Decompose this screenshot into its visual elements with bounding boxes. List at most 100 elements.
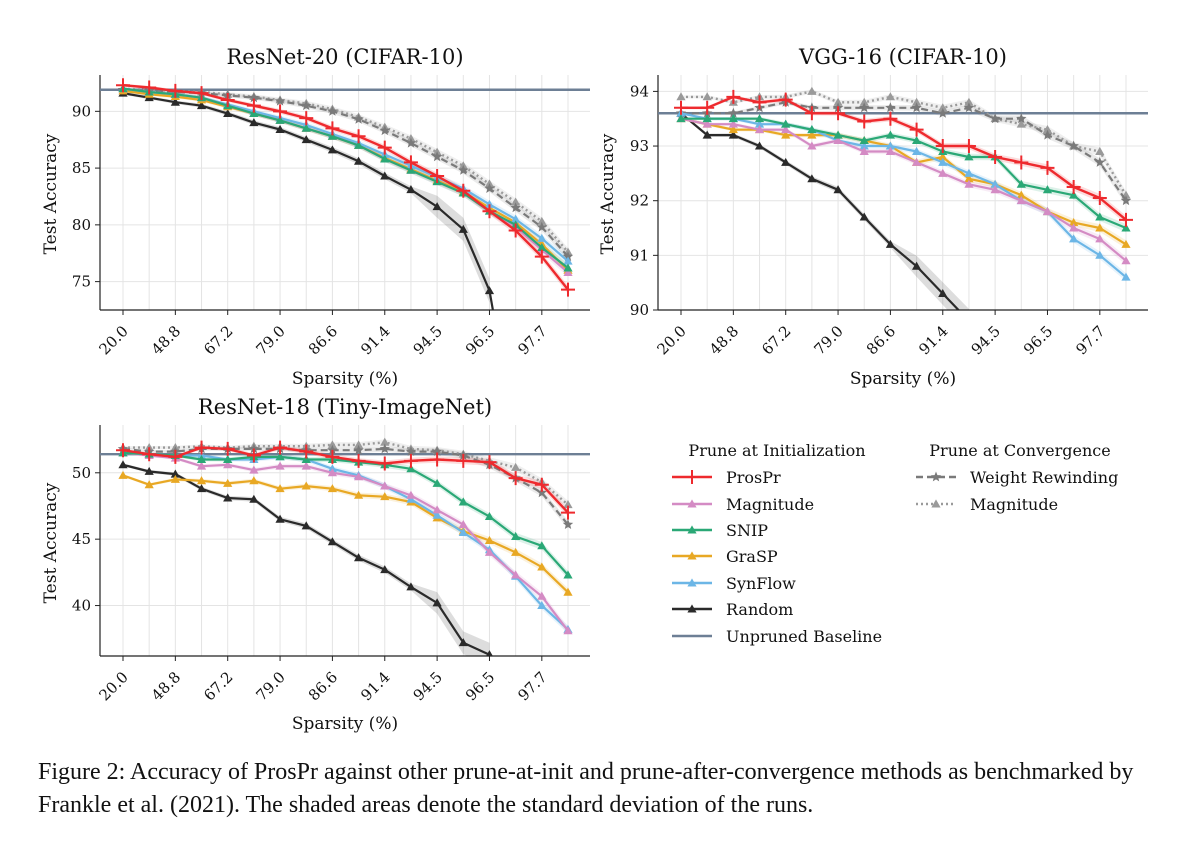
data-point: [325, 449, 340, 464]
data-point: [702, 114, 712, 123]
y-axis-label: Test Accuracy: [41, 133, 61, 254]
data-point: [194, 86, 209, 101]
data-point: [275, 124, 285, 133]
data-point: [807, 141, 817, 150]
data-point: [1040, 160, 1055, 175]
data-point: [885, 146, 896, 155]
data-point: [168, 83, 183, 98]
data-point: [301, 481, 311, 490]
series-random: [118, 88, 495, 310]
y-tick-label: 85: [72, 159, 91, 177]
data-point: [674, 100, 688, 115]
data-point: [781, 119, 791, 128]
data-point: [1095, 146, 1105, 155]
data-point: [144, 466, 154, 475]
data-point: [327, 131, 338, 140]
data-point: [990, 185, 1000, 194]
y-tick-label: 93: [630, 137, 649, 155]
data-point: [301, 521, 311, 530]
data-point: [275, 115, 285, 124]
plot-area: [100, 437, 590, 656]
data-point: [537, 600, 547, 610]
data-point: [508, 471, 523, 486]
std-band-grasp: [123, 474, 568, 597]
data-point: [537, 233, 547, 242]
legend-marker-synflow: [687, 578, 697, 587]
series-random: [676, 108, 961, 310]
data-point: [351, 453, 366, 468]
data-point: [377, 456, 392, 471]
y-tick-label: 94: [630, 82, 649, 100]
data-point: [196, 461, 207, 470]
series-line: [122, 88, 569, 258]
data-point: [353, 440, 364, 449]
data-point: [430, 169, 445, 184]
data-point: [168, 449, 183, 464]
data-point: [728, 125, 738, 134]
data-point: [964, 174, 974, 183]
data-point: [1095, 223, 1105, 232]
data-point: [406, 582, 416, 591]
data-point: [754, 125, 765, 134]
data-point: [909, 122, 924, 137]
x-tick-label: 79.0: [253, 668, 289, 704]
data-point: [807, 125, 817, 134]
series-line: [122, 451, 569, 631]
data-point: [964, 168, 974, 177]
data-point: [911, 135, 922, 145]
data-point: [1042, 185, 1053, 194]
data-point: [911, 102, 922, 113]
data-point: [537, 541, 547, 550]
data-point: [937, 107, 948, 118]
data-point: [379, 443, 390, 454]
data-point: [804, 106, 819, 121]
data-point: [833, 185, 843, 194]
data-point: [274, 95, 286, 106]
data-point: [702, 130, 712, 139]
data-point: [275, 484, 285, 493]
data-point: [458, 224, 468, 233]
data-point: [196, 101, 207, 110]
data-point: [353, 490, 364, 499]
data-point: [273, 440, 288, 455]
data-point: [964, 179, 974, 188]
data-point: [353, 140, 364, 149]
data-point: [327, 105, 338, 116]
data-point: [1042, 129, 1053, 140]
data-point: [1016, 113, 1027, 124]
data-point: [702, 119, 712, 128]
std-band-magnitude-convergence: [123, 87, 568, 257]
data-point: [223, 108, 233, 118]
data-point: [299, 444, 314, 459]
data-point: [511, 462, 521, 471]
data-point: [534, 249, 549, 264]
series-line: [122, 451, 569, 632]
data-point: [403, 155, 418, 170]
data-point: [833, 130, 843, 139]
legend-marker-weight-rewinding: [930, 471, 942, 482]
data-point: [1069, 217, 1079, 227]
series-line: [681, 90, 1128, 196]
y-tick-label: 91: [630, 246, 649, 264]
data-point: [754, 114, 765, 123]
series-line: [680, 112, 1127, 279]
data-point: [327, 537, 338, 546]
x-tick-label: 48.8: [706, 322, 742, 358]
data-point: [486, 650, 493, 656]
chart-resnet20-cifar10: ResNet-20 (CIFAR-10) Sparsity (%) Test A…: [41, 45, 590, 389]
data-point: [353, 444, 364, 455]
data-point: [275, 461, 285, 470]
x-axis-label: Sparsity (%): [292, 369, 398, 389]
data-point: [1016, 119, 1026, 128]
data-point: [537, 216, 547, 225]
data-point: [1095, 212, 1105, 221]
y-tick-label: 75: [72, 273, 91, 291]
data-point: [1121, 223, 1131, 232]
data-point: [938, 103, 948, 112]
data-point: [807, 174, 817, 183]
data-point: [537, 562, 547, 571]
data-point: [1095, 250, 1105, 259]
data-point: [458, 638, 468, 647]
std-band-magnitude-convergence: [123, 439, 568, 509]
data-point: [327, 444, 338, 455]
